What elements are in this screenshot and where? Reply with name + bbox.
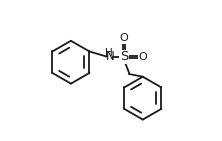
Text: S: S [120,50,128,63]
Text: N: N [106,50,114,63]
Text: O: O [119,33,128,43]
Text: O: O [138,52,147,62]
Text: H: H [105,48,113,58]
